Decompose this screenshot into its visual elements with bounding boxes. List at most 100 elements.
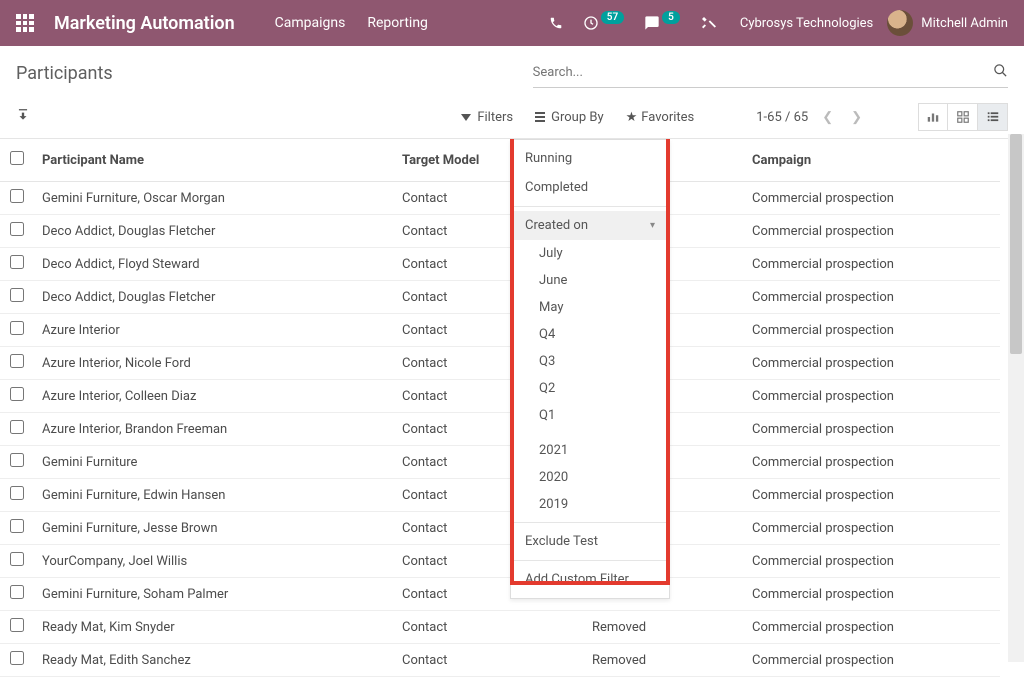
table-row[interactable]: Deco Addict, Douglas FletcherContactComm… [0,215,1000,248]
table-row[interactable]: Azure InteriorContactCommercial prospect… [0,314,1000,347]
search-icon[interactable] [993,63,1008,82]
search-input-wrap[interactable] [533,58,1008,88]
filter-created-on[interactable]: Created on▾ [511,211,669,240]
row-checkbox[interactable] [10,354,24,368]
filter-period[interactable]: June [511,267,669,294]
groupby-button[interactable]: Group By [535,110,604,125]
col-name[interactable]: Participant Name [34,139,394,182]
username[interactable]: Mitchell Admin [921,16,1008,31]
row-checkbox[interactable] [10,618,24,632]
view-graph[interactable] [918,103,948,131]
filter-period[interactable]: Q3 [511,348,669,375]
row-checkbox[interactable] [10,189,24,203]
filter-period[interactable]: July [511,240,669,267]
view-switcher [918,103,1008,131]
table-row[interactable]: Deco Addict, Floyd StewardContactCommerc… [0,248,1000,281]
favorites-button[interactable]: ★Favorites [626,110,695,125]
cell-name: Ready Mat, Edith Sanchez [34,644,394,677]
filter-year[interactable]: 2021 [511,437,669,464]
table-row[interactable]: Gemini Furniture, Soham PalmerContactCom… [0,578,1000,611]
table-row[interactable]: Gemini Furniture, Jesse BrownContactComm… [0,512,1000,545]
filter-year[interactable]: 2019 [511,491,669,518]
cell-campaign: Commercial prospection [744,182,1000,215]
export-icon[interactable] [16,108,30,126]
view-list[interactable] [978,103,1008,131]
avatar[interactable] [887,10,913,36]
search-input[interactable] [533,65,993,80]
table-row[interactable]: Azure Interior, Nicole FordContactCommer… [0,347,1000,380]
cell-campaign: Commercial prospection [744,413,1000,446]
filter-completed[interactable]: Completed [511,173,669,202]
list-container: Participant Name Target Model Campaign G… [0,139,1024,679]
filter-exclude-test[interactable]: Exclude Test [511,527,669,556]
page-title: Participants [16,63,113,84]
filters-dropdown: Running Completed Created on▾ JulyJuneMa… [510,139,670,599]
cell-campaign: Commercial prospection [744,281,1000,314]
filter-period[interactable]: Q1 [511,402,669,429]
nav-campaigns[interactable]: Campaigns [275,15,346,31]
scrollbar[interactable] [1008,134,1024,662]
activity-badge: 57 [601,11,624,24]
filters-button[interactable]: Filters [461,110,513,125]
messages-badge: 5 [662,11,680,24]
pager-next[interactable]: ❯ [847,110,866,125]
pager-prev[interactable]: ❮ [818,110,837,125]
participants-table: Participant Name Target Model Campaign G… [0,139,1000,679]
phone-icon[interactable] [549,16,563,30]
cell-name: YourCompany, Joel Willis [34,545,394,578]
row-checkbox[interactable] [10,486,24,500]
row-checkbox[interactable] [10,222,24,236]
scrollbar-thumb[interactable] [1010,134,1022,354]
activity-icon[interactable]: 57 [583,15,624,31]
filter-period[interactable]: Q4 [511,321,669,348]
app-brand[interactable]: Marketing Automation [54,13,235,34]
cell-name: Deco Addict, Douglas Fletcher [34,215,394,248]
messages-icon[interactable]: 5 [644,15,680,31]
cell-campaign: Commercial prospection [744,578,1000,611]
nav-reporting[interactable]: Reporting [367,15,428,31]
row-checkbox[interactable] [10,519,24,533]
company-switcher[interactable]: Cybrosys Technologies [740,16,873,31]
col-campaign[interactable]: Campaign [744,139,1000,182]
row-checkbox[interactable] [10,255,24,269]
row-checkbox[interactable] [10,288,24,302]
filter-period[interactable]: Q2 [511,375,669,402]
pager: 1-65 / 65 ❮ ❯ [756,110,866,125]
table-row[interactable]: Deco Addict, Douglas FletcherContactComm… [0,281,1000,314]
add-custom-filter[interactable]: Add Custom Filter [511,565,669,594]
cell-campaign: Commercial prospection [744,479,1000,512]
pager-text[interactable]: 1-65 / 65 [756,110,808,125]
cell-model: Contact [394,644,584,677]
filter-running[interactable]: Running [511,144,669,173]
filter-period[interactable]: May [511,294,669,321]
tools-icon[interactable] [700,15,716,31]
table-row[interactable]: Gemini FurnitureContactCommercial prospe… [0,446,1000,479]
cell-campaign: Commercial prospection [744,644,1000,677]
row-checkbox[interactable] [10,651,24,665]
row-checkbox[interactable] [10,420,24,434]
table-row[interactable]: Azure Interior, Colleen DiazContactComme… [0,380,1000,413]
cell-campaign: Commercial prospection [744,380,1000,413]
apps-icon[interactable] [16,14,34,32]
table-row[interactable]: YourCompany, Joel WillisContactCommercia… [0,545,1000,578]
row-checkbox[interactable] [10,387,24,401]
cell-name: Gemini Furniture, Oscar Morgan [34,182,394,215]
cell-status: Removed [584,644,744,677]
table-row[interactable]: Azure Interior, Brandon FreemanContactCo… [0,413,1000,446]
caret-down-icon: ▾ [650,220,655,231]
row-checkbox[interactable] [10,552,24,566]
table-row[interactable]: Gemini Furniture, Edwin HansenContactCom… [0,479,1000,512]
row-checkbox[interactable] [10,321,24,335]
cell-campaign: Commercial prospection [744,347,1000,380]
select-all[interactable] [10,151,24,165]
cell-name: Azure Interior, Nicole Ford [34,347,394,380]
view-kanban[interactable] [948,103,978,131]
row-checkbox[interactable] [10,453,24,467]
table-row[interactable]: Ready Mat, Kim SnyderContactRemovedComme… [0,611,1000,644]
cell-name: Gemini Furniture [34,446,394,479]
row-checkbox[interactable] [10,585,24,599]
filter-year[interactable]: 2020 [511,464,669,491]
table-row[interactable]: Ready Mat, Edith SanchezContactRemovedCo… [0,644,1000,677]
table-row[interactable]: Gemini Furniture, Oscar MorganContactCom… [0,182,1000,215]
cell-name: Azure Interior, Colleen Diaz [34,380,394,413]
